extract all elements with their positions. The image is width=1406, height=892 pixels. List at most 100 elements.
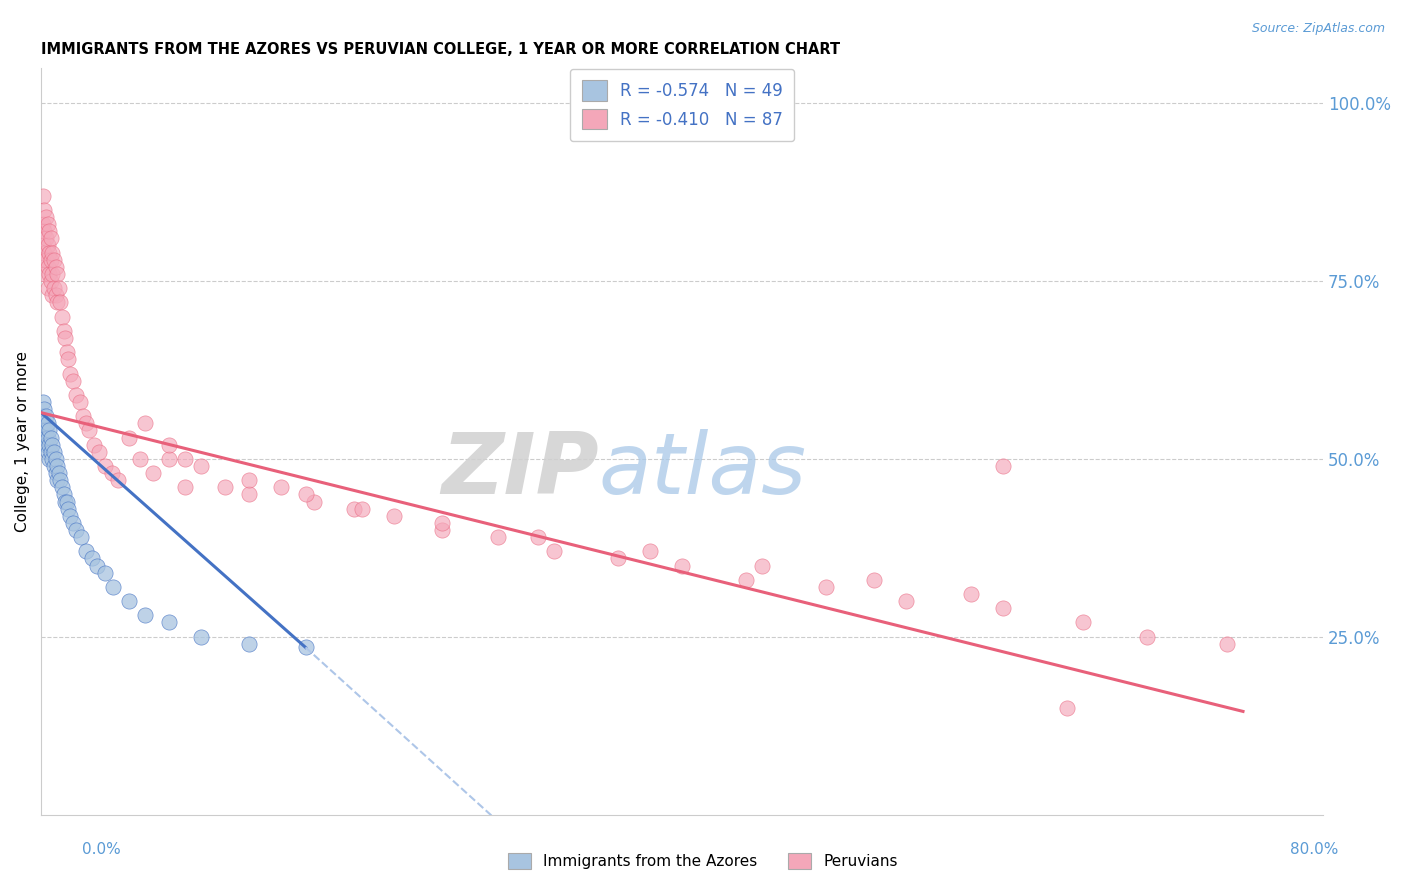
Point bbox=[58, 352, 80, 367]
Point bbox=[94, 458, 117, 473]
Point bbox=[959, 587, 981, 601]
Point bbox=[174, 451, 197, 466]
Point bbox=[157, 451, 180, 466]
Point bbox=[37, 260, 59, 274]
Point bbox=[35, 409, 58, 424]
Text: atlas: atlas bbox=[599, 429, 807, 513]
Point bbox=[41, 267, 63, 281]
Point bbox=[37, 281, 59, 295]
Point bbox=[37, 444, 59, 458]
Point bbox=[31, 252, 53, 267]
Point bbox=[134, 417, 156, 431]
Point bbox=[41, 437, 63, 451]
Y-axis label: College, 1 year or more: College, 1 year or more bbox=[15, 351, 30, 532]
Text: IMMIGRANTS FROM THE AZORES VS PERUVIAN COLLEGE, 1 YEAR OR MORE CORRELATION CHART: IMMIGRANTS FROM THE AZORES VS PERUVIAN C… bbox=[41, 42, 841, 57]
Point bbox=[38, 437, 60, 451]
Point bbox=[87, 444, 110, 458]
Point bbox=[214, 480, 236, 494]
Point bbox=[134, 608, 156, 623]
Point bbox=[735, 573, 758, 587]
Text: 80.0%: 80.0% bbox=[1291, 842, 1339, 856]
Point bbox=[34, 402, 56, 417]
Point bbox=[34, 267, 56, 281]
Point bbox=[37, 238, 59, 252]
Point bbox=[44, 260, 66, 274]
Point bbox=[39, 274, 62, 288]
Point bbox=[34, 245, 56, 260]
Point bbox=[270, 480, 292, 494]
Point bbox=[34, 424, 56, 438]
Point bbox=[55, 494, 77, 508]
Point bbox=[342, 501, 364, 516]
Point bbox=[53, 494, 76, 508]
Point bbox=[51, 480, 73, 494]
Point bbox=[37, 217, 59, 231]
Point bbox=[34, 417, 56, 431]
Point bbox=[294, 487, 316, 501]
Point bbox=[34, 224, 56, 238]
Point bbox=[1071, 615, 1094, 630]
Point bbox=[41, 451, 63, 466]
Point bbox=[51, 310, 73, 324]
Legend: R = -0.574   N = 49, R = -0.410   N = 87: R = -0.574 N = 49, R = -0.410 N = 87 bbox=[569, 69, 794, 141]
Point bbox=[44, 466, 66, 480]
Point bbox=[294, 640, 316, 655]
Point bbox=[190, 458, 212, 473]
Point bbox=[815, 580, 838, 594]
Point bbox=[31, 417, 53, 431]
Point bbox=[430, 516, 453, 530]
Point bbox=[142, 466, 165, 480]
Point bbox=[46, 267, 69, 281]
Point bbox=[39, 231, 62, 245]
Point bbox=[38, 451, 60, 466]
Point bbox=[174, 480, 197, 494]
Point bbox=[671, 558, 693, 573]
Point bbox=[430, 523, 453, 537]
Point bbox=[70, 530, 93, 544]
Point bbox=[72, 409, 94, 424]
Point bbox=[863, 573, 886, 587]
Point bbox=[42, 458, 65, 473]
Point bbox=[991, 601, 1014, 615]
Point bbox=[35, 437, 58, 451]
Point bbox=[107, 473, 129, 487]
Point bbox=[62, 516, 84, 530]
Point bbox=[42, 252, 65, 267]
Point bbox=[1056, 701, 1078, 715]
Point bbox=[751, 558, 773, 573]
Point bbox=[607, 551, 630, 566]
Point bbox=[103, 580, 125, 594]
Legend: Immigrants from the Azores, Peruvians: Immigrants from the Azores, Peruvians bbox=[502, 847, 904, 875]
Point bbox=[77, 424, 100, 438]
Point bbox=[44, 451, 66, 466]
Point bbox=[59, 367, 82, 381]
Point bbox=[638, 544, 661, 558]
Point bbox=[527, 530, 550, 544]
Point bbox=[37, 417, 59, 431]
Point bbox=[48, 466, 70, 480]
Point bbox=[82, 551, 104, 566]
Point bbox=[118, 431, 141, 445]
Point bbox=[38, 245, 60, 260]
Point bbox=[46, 295, 69, 310]
Point bbox=[65, 388, 87, 402]
Point bbox=[62, 374, 84, 388]
Point bbox=[44, 288, 66, 302]
Point bbox=[157, 437, 180, 451]
Text: 0.0%: 0.0% bbox=[82, 842, 121, 856]
Point bbox=[59, 508, 82, 523]
Point bbox=[543, 544, 565, 558]
Point bbox=[118, 594, 141, 608]
Point bbox=[39, 444, 62, 458]
Point bbox=[38, 224, 60, 238]
Point bbox=[991, 458, 1014, 473]
Point bbox=[55, 345, 77, 359]
Point bbox=[46, 458, 69, 473]
Point bbox=[42, 281, 65, 295]
Point bbox=[39, 431, 62, 445]
Point bbox=[31, 238, 53, 252]
Point bbox=[41, 245, 63, 260]
Point bbox=[31, 188, 53, 202]
Point bbox=[34, 431, 56, 445]
Point bbox=[37, 431, 59, 445]
